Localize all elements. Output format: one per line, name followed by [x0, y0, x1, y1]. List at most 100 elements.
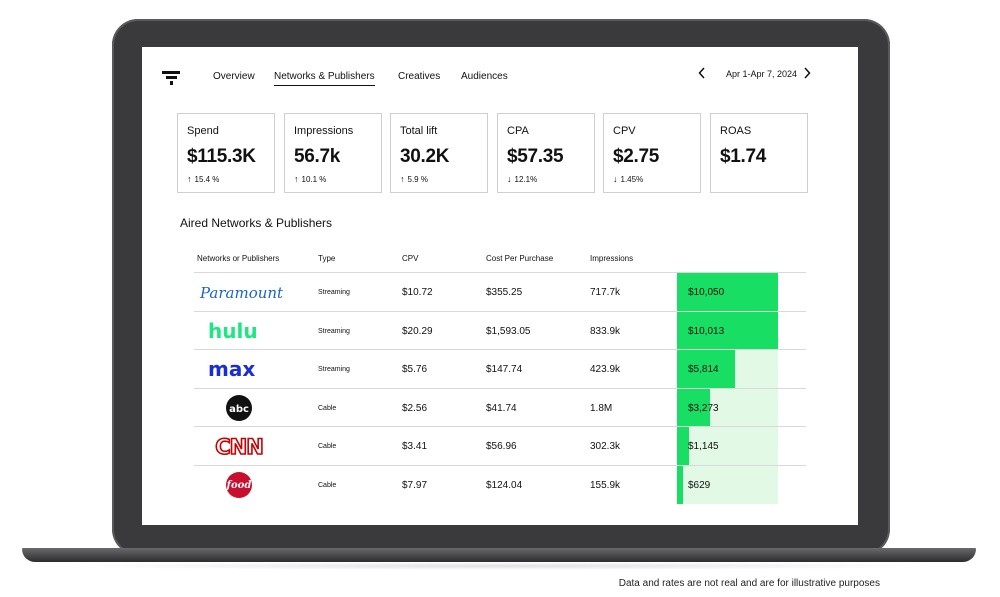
spend-bar-fill — [677, 388, 710, 427]
paramount-logo-text: Paramount+ — [199, 284, 284, 302]
chevron-left-icon[interactable] — [698, 67, 706, 82]
type-cell: Streaming — [318, 366, 350, 374]
spend-value: $3,273 — [688, 402, 719, 414]
cnn-logo: CNN — [194, 427, 284, 465]
impressions-cell: 423.9k — [590, 364, 621, 376]
cpp-cell: $56.96 — [486, 441, 517, 453]
column-header-impressions[interactable]: Impressions — [590, 254, 634, 263]
spend-bar-fill — [677, 273, 778, 311]
chevron-right-icon[interactable] — [803, 67, 811, 82]
table-row[interactable]: food Cable $7.97 $124.04 155.9k $629 — [194, 465, 806, 504]
table-row[interactable]: CNN Cable $3.41 $56.96 302.3k $1,145 — [194, 426, 806, 465]
spend-value: $1,145 — [688, 441, 719, 453]
disclaimer-text: Data and rates are not real and are for … — [618, 578, 880, 589]
kpi-label: Spend — [187, 125, 219, 137]
cpv-cell: $7.97 — [402, 480, 428, 491]
arrow-down-icon: ↓ — [613, 174, 618, 184]
cpp-cell: $41.74 — [486, 402, 517, 414]
max-logo: max — [194, 350, 284, 388]
cnn-logo-text: CNN — [215, 435, 263, 459]
spend-value: $10,013 — [688, 325, 725, 337]
spend-bar-track: $10,013 — [677, 311, 778, 350]
food-network-logo: food — [194, 466, 284, 504]
kpi-change: ↑ 15.4 % — [187, 174, 220, 184]
spend-bar-track: $1,145 — [677, 427, 778, 465]
abc-logo-text: abc — [229, 404, 249, 415]
column-header-network[interactable]: Networks or Publishers — [197, 254, 280, 263]
kpi-label: CPA — [507, 125, 529, 137]
cpv-cell: $5.76 — [402, 364, 428, 376]
paramount-plus-logo: Paramount+ — [194, 273, 296, 311]
tab-audiences[interactable]: Audiences — [461, 71, 508, 82]
tab-overview[interactable]: Overview — [213, 71, 255, 82]
spend-value: $10,050 — [688, 287, 725, 298]
section-title: Aired Networks & Publishers — [180, 216, 333, 230]
kpi-change: ↑ 5.9 % — [400, 174, 428, 184]
spend-bar-track: $3,273 — [677, 388, 778, 427]
arrow-up-icon: ↑ — [400, 174, 405, 184]
date-range-label[interactable]: Apr 1-Apr 7, 2024 — [726, 69, 798, 79]
spend-bar-fill — [677, 466, 684, 504]
food-logo-text: food — [226, 480, 252, 491]
kpi-label: Total lift — [400, 125, 438, 137]
spend-value: $5,814 — [688, 364, 719, 376]
type-cell: Cable — [318, 482, 337, 489]
kpi-change: ↑ 10.1 % — [294, 174, 327, 184]
kpi-change: ↓ 12.1% — [507, 174, 538, 184]
tab-creatives[interactable]: Creatives — [398, 71, 441, 82]
kpi-value: $115.3K — [187, 146, 256, 167]
spend-bar-fill — [677, 350, 736, 388]
column-header-cpv[interactable]: CPV — [402, 254, 419, 263]
impressions-cell: 833.9k — [590, 325, 621, 337]
column-header-cost-per-purchase[interactable]: Cost Per Purchase — [486, 254, 554, 263]
hulu-logo-text: hulu — [208, 319, 258, 343]
abc-logo: abc — [194, 389, 284, 427]
kpi-label: Impressions — [294, 125, 354, 137]
kpi-card-total-lift[interactable]: Total lift 30.2K ↑ 5.9 % — [390, 113, 488, 193]
kpi-card-spend[interactable]: Spend $115.3K ↑ 15.4 % — [177, 113, 275, 193]
kpi-card-cpv[interactable]: CPV $2.75 ↓ 1.45% — [603, 113, 701, 193]
kpi-value: 30.2K — [400, 146, 450, 167]
cpp-cell: $124.04 — [486, 480, 523, 491]
cpp-cell: $147.74 — [486, 364, 523, 376]
kpi-label: CPV — [613, 125, 636, 137]
spend-bar-track: $5,814 — [677, 350, 778, 388]
type-cell: Streaming — [318, 289, 350, 296]
cpv-cell: $20.29 — [402, 325, 433, 337]
spend-bar-track: $629 — [677, 466, 778, 504]
kpi-card-roas[interactable]: ROAS $1.74 — [710, 113, 808, 193]
cpp-cell: $355.25 — [486, 287, 523, 298]
impressions-cell: 302.3k — [590, 441, 621, 453]
cpv-cell: $3.41 — [402, 441, 428, 453]
arrow-down-icon: ↓ — [507, 174, 512, 184]
laptop-base — [22, 548, 976, 562]
table-row[interactable]: max Streaming $5.76 $147.74 423.9k $5,81… — [194, 349, 806, 388]
dashboard-screen: Overview Networks & Publishers Creatives… — [142, 47, 858, 525]
impressions-cell: 717.7k — [590, 287, 621, 298]
impressions-cell: 1.8M — [590, 402, 613, 414]
impressions-cell: 155.9k — [590, 480, 621, 491]
table-row[interactable]: Paramount+ Streaming $10.72 $355.25 717.… — [194, 272, 806, 311]
kpi-card-cpa[interactable]: CPA $57.35 ↓ 12.1% — [497, 113, 595, 193]
cpv-cell: $2.56 — [402, 402, 428, 414]
tab-networks-publishers[interactable]: Networks & Publishers — [274, 71, 375, 86]
cpp-cell: $1,593.05 — [486, 325, 531, 337]
kpi-change: ↓ 1.45% — [613, 174, 644, 184]
kpi-label: ROAS — [720, 125, 752, 137]
spend-bar-track: $10,050 — [677, 273, 778, 311]
max-logo-text: max — [208, 357, 255, 381]
kpi-value: 56.7k — [294, 146, 341, 167]
table-row[interactable]: hulu Streaming $20.29 $1,593.05 833.9k $… — [194, 310, 806, 350]
spend-value: $629 — [688, 480, 711, 491]
table-row[interactable]: abc Cable $2.56 $41.74 1.8M $3,273 — [194, 387, 806, 427]
column-header-type[interactable]: Type — [318, 254, 336, 263]
kpi-value: $2.75 — [613, 146, 660, 167]
kpi-card-impressions[interactable]: Impressions 56.7k ↑ 10.1 % — [284, 113, 382, 193]
type-cell: Cable — [318, 443, 337, 451]
hulu-logo: hulu — [194, 312, 284, 350]
spend-bar-fill — [677, 311, 778, 350]
laptop-shadow — [60, 562, 940, 570]
type-cell: Streaming — [318, 327, 350, 335]
brand-logo-icon[interactable] — [162, 71, 182, 85]
arrow-up-icon: ↑ — [294, 174, 299, 184]
